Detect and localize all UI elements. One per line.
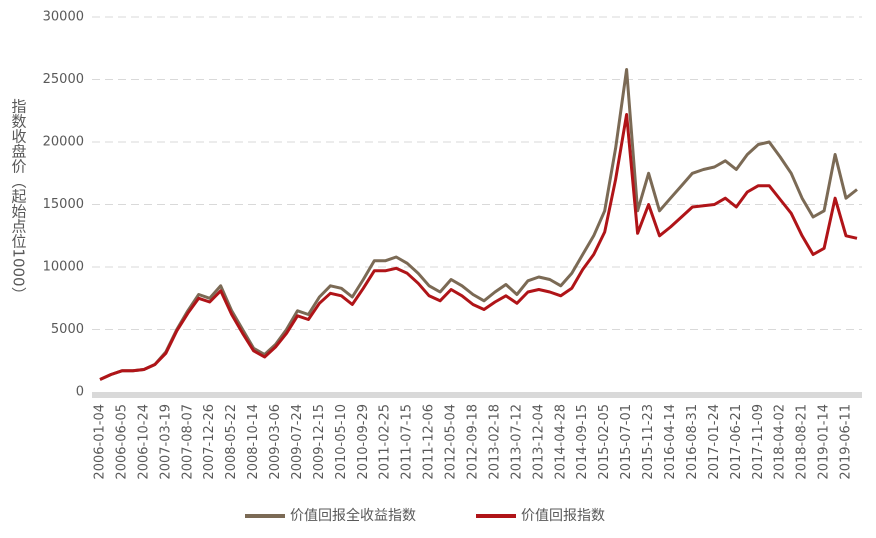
y-tick-label: 0: [76, 385, 84, 400]
x-tick-label: 2008-10-14: [246, 404, 261, 480]
x-tick-label: 2010-05-10: [334, 404, 349, 480]
y-tick-label: 25000: [43, 72, 84, 87]
x-tick-label: 2011-07-15: [400, 404, 415, 480]
y-tick-label: 5000: [51, 322, 84, 337]
x-tick-label: 2011-12-06: [422, 404, 437, 480]
series-line: [99, 68, 858, 381]
x-tick-label: 2018-04-02: [773, 404, 788, 480]
x-tick-label: 2008-05-22: [224, 404, 239, 480]
x-tick-label: 2018-08-21: [795, 404, 810, 480]
x-tick-label: 2006-06-05: [114, 404, 129, 480]
x-tick-label: 2012-05-04: [444, 404, 459, 480]
x-tick-label: 2016-04-14: [663, 404, 678, 480]
legend-label: 价值回报指数: [521, 508, 605, 524]
x-tick-label: 2016-08-31: [685, 404, 700, 480]
x-tick-label: 2009-12-15: [312, 404, 327, 480]
x-tick-label: 2017-11-09: [751, 404, 766, 480]
x-tick-label: 2014-04-28: [553, 404, 568, 480]
x-tick-label: 2006-10-24: [136, 404, 151, 480]
x-tick-label: 2013-02-18: [487, 404, 502, 480]
legend-label: 价值回报全收益指数: [290, 507, 416, 524]
x-tick-label: 2007-12-26: [202, 404, 217, 480]
x-axis: [92, 392, 862, 398]
y-axis-label: 指数收盘价（起始点位1000）: [10, 98, 28, 301]
x-tick-label: 2013-12-04: [531, 404, 546, 480]
x-tick-label: 2013-07-12: [509, 404, 524, 480]
y-tick-label: 15000: [43, 197, 84, 212]
y-tick-label: 20000: [43, 135, 84, 150]
x-tick-label: 2019-06-11: [839, 404, 854, 480]
x-tick-label: 2017-06-21: [729, 404, 744, 480]
x-tick-label: 2009-03-06: [268, 404, 283, 480]
x-tick-label: 2015-11-23: [641, 404, 656, 480]
x-tick-label: 2015-02-05: [597, 404, 612, 480]
x-tick-label: 2015-07-01: [619, 404, 634, 480]
x-tick-label: 2014-09-15: [575, 404, 590, 480]
y-tick-label: 10000: [43, 260, 84, 275]
x-tick-label: 2012-09-18: [466, 404, 481, 480]
x-tick-label: 2019-01-14: [817, 404, 832, 480]
x-tick-label: 2011-02-25: [378, 404, 393, 480]
y-tick-label: 30000: [43, 10, 84, 25]
x-tick-label: 2017-01-24: [707, 404, 722, 480]
x-tick-label: 2006-01-04: [93, 404, 108, 480]
series-line: [99, 113, 858, 381]
x-tick-label: 2010-09-29: [356, 404, 371, 480]
x-tick-label: 2007-03-19: [158, 404, 173, 480]
x-tick-label: 2007-08-07: [180, 404, 195, 480]
x-tick-label: 2009-07-24: [290, 404, 305, 480]
